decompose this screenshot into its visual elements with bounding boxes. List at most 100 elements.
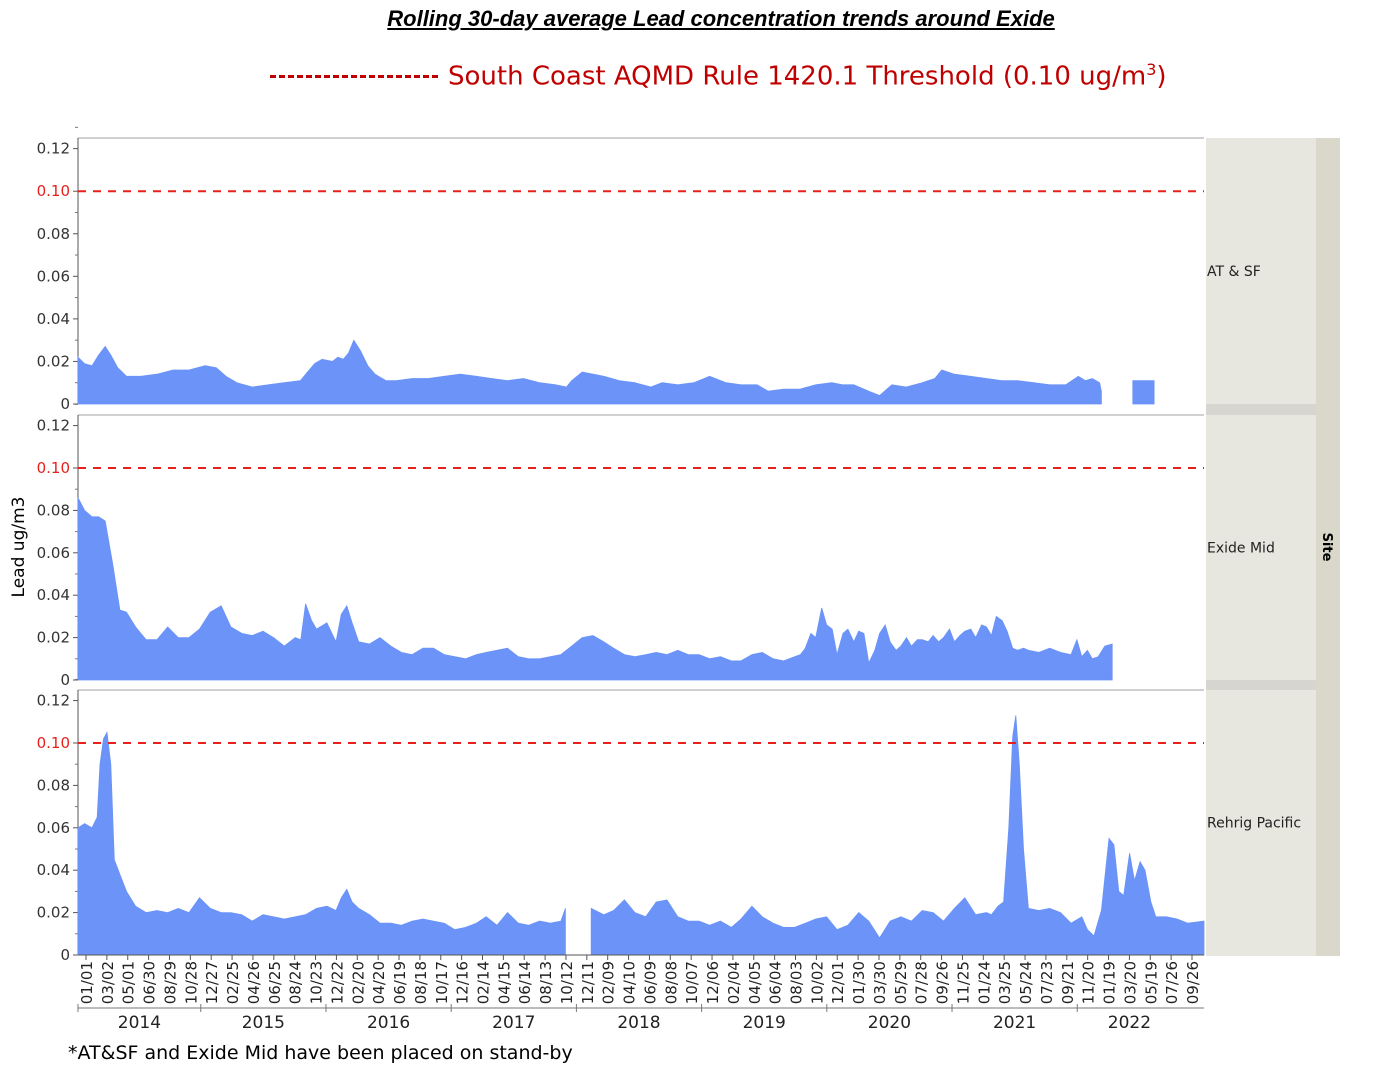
- x-tick-label: 12/16: [454, 961, 472, 1004]
- x-tick-label: 02/09: [600, 961, 618, 1004]
- y-tick-label: 0.08: [37, 501, 70, 519]
- site-facet-label: Site: [1319, 533, 1334, 562]
- x-tick-label: 12/27: [203, 961, 221, 1004]
- y-tick-label: 0: [60, 946, 70, 964]
- facet-strip-separator: [1206, 404, 1316, 415]
- x-tick-label: 06/14: [516, 961, 534, 1004]
- x-tick-label: 05/24: [1017, 961, 1035, 1004]
- x-tick-label: 03/25: [996, 961, 1014, 1004]
- x-tick-label: 02/14: [474, 961, 492, 1004]
- x-tick-label: 06/04: [767, 961, 785, 1004]
- x-tick-label: 12/06: [704, 961, 722, 1004]
- facet-strip-separator: [1206, 680, 1316, 690]
- y-tick-label: 0.06: [37, 819, 70, 837]
- x-tick-label: 08/24: [287, 961, 305, 1004]
- year-label: 2020: [868, 1013, 911, 1033]
- site-facet-bar: [1316, 138, 1340, 956]
- y-tick-label: 0.10: [37, 734, 70, 752]
- y-axis-label: Lead ug/m3: [9, 497, 29, 598]
- x-tick-label: 07/23: [1038, 961, 1056, 1004]
- y-tick-label: 0.10: [37, 182, 70, 200]
- x-tick-label: 10/23: [308, 961, 326, 1004]
- year-label: 2019: [743, 1013, 786, 1033]
- y-tick-label: 0.04: [37, 310, 70, 328]
- year-label: 2015: [242, 1013, 285, 1033]
- y-tick-label: 0.10: [37, 459, 70, 477]
- y-tick-label: 0.12: [37, 140, 70, 158]
- x-tick-label: 12/22: [328, 961, 346, 1004]
- x-tick-label: 02/04: [725, 961, 743, 1004]
- y-tick-label: 0.04: [37, 586, 70, 604]
- x-tick-label: 06/19: [391, 961, 409, 1004]
- threshold-legend: South Coast AQMD Rule 1420.1 Threshold (…: [270, 56, 1167, 96]
- chart-title: Rolling 30-day average Lead concentratio…: [387, 6, 1055, 31]
- x-tick-label: 09/21: [1059, 961, 1077, 1004]
- x-tick-label: 08/13: [537, 961, 555, 1004]
- year-label: 2022: [1108, 1013, 1151, 1033]
- x-tick-label: 08/08: [662, 961, 680, 1004]
- y-tick-label: 0.12: [37, 417, 70, 435]
- y-tick-label: 0: [60, 671, 70, 689]
- x-tick-label: 01/01: [78, 961, 96, 1004]
- y-tick-label: 0.12: [37, 692, 70, 710]
- x-tick-label: 08/03: [788, 961, 806, 1004]
- x-tick-label: 01/19: [1101, 961, 1119, 1004]
- x-tick-label: 04/15: [495, 961, 513, 1004]
- x-tick-label: 02/25: [224, 961, 242, 1004]
- x-tick-label: 10/17: [433, 961, 451, 1004]
- y-tick-label: 0.04: [37, 861, 70, 879]
- x-tick-label: 04/26: [245, 961, 263, 1004]
- y-tick-label: 0: [60, 395, 70, 413]
- x-tick-label: 03/30: [871, 961, 889, 1004]
- year-label: 2021: [993, 1013, 1036, 1033]
- x-tick-label: 07/28: [913, 961, 931, 1004]
- x-tick-label: 10/12: [558, 961, 576, 1004]
- x-tick-label: 06/09: [641, 961, 659, 1004]
- x-tick-label: 09/26: [934, 961, 952, 1004]
- y-tick-label: 0.02: [37, 352, 70, 370]
- area-series-rehrig-pacific-segment-1: [590, 715, 1205, 956]
- area-series-at-sf-segment-0: [77, 339, 1102, 405]
- x-tick-label: 05/29: [892, 961, 910, 1004]
- y-tick-label: 0.06: [37, 544, 70, 562]
- x-tick-label: 10/07: [683, 961, 701, 1004]
- x-tick-label: 12/01: [829, 961, 847, 1004]
- footnote: *AT&SF and Exide Mid have been placed on…: [68, 1042, 573, 1064]
- x-tick-label: 04/10: [621, 961, 639, 1004]
- x-tick-label: 10/28: [182, 961, 200, 1004]
- area-series-exide-mid-segment-0: [77, 497, 1113, 681]
- area-series-at-sf-segment-1: [1132, 380, 1155, 405]
- x-tick-label: 11/25: [954, 961, 972, 1004]
- x-tick-label: 12/11: [579, 961, 597, 1004]
- plot-panel-0: [78, 138, 1204, 404]
- x-tick-label: 05/19: [1142, 961, 1160, 1004]
- series-label: Rehrig Pacific: [1207, 816, 1301, 832]
- y-tick-label: 0.06: [37, 267, 70, 285]
- series-label: Exide Mid: [1207, 541, 1275, 557]
- x-tick-label: 01/24: [975, 961, 993, 1004]
- x-tick-label: 08/18: [412, 961, 430, 1004]
- area-series-rehrig-pacific-segment-0: [77, 731, 566, 956]
- x-tick-label: 05/01: [120, 961, 138, 1004]
- x-tick-label: 06/25: [266, 961, 284, 1004]
- y-tick-label: 0.08: [37, 225, 70, 243]
- year-label: 2018: [617, 1013, 660, 1033]
- x-tick-label: 04/20: [370, 961, 388, 1004]
- x-tick-label: 08/29: [161, 961, 179, 1004]
- x-tick-label: 11/20: [1080, 961, 1098, 1004]
- x-tick-label: 10/02: [808, 961, 826, 1004]
- y-tick-label: 0.02: [37, 904, 70, 922]
- threshold-legend-label: South Coast AQMD Rule 1420.1 Threshold (…: [448, 60, 1167, 92]
- facet-strip-background: [1206, 138, 1316, 956]
- x-tick-label: 09/26: [1184, 961, 1202, 1004]
- x-tick-label: 01/30: [850, 961, 868, 1004]
- y-tick-label: 0.02: [37, 629, 70, 647]
- x-tick-label: 06/30: [141, 961, 159, 1004]
- year-label: 2014: [118, 1013, 161, 1033]
- year-label: 2017: [492, 1013, 535, 1033]
- x-tick-label: 02/20: [349, 961, 367, 1004]
- x-tick-label: 07/26: [1163, 961, 1181, 1004]
- x-tick-label: 03/02: [99, 961, 117, 1004]
- year-label: 2016: [367, 1013, 410, 1033]
